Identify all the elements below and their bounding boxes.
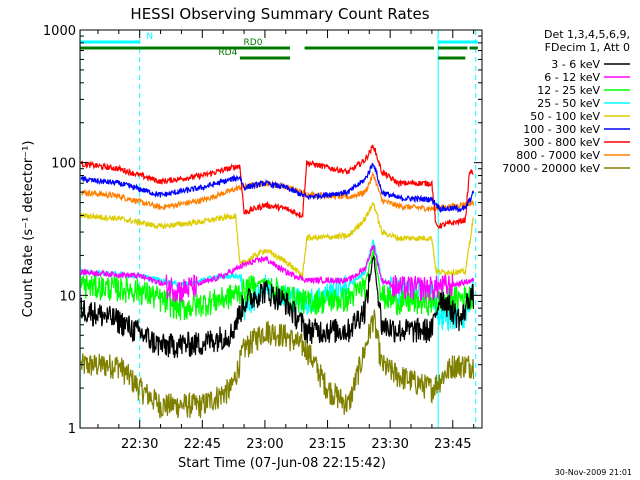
legend-item: 12 - 25 keV [537,84,630,97]
x-tick-label: 23:15 [309,437,346,452]
legend-label: 300 - 800 keV [523,136,600,149]
legend-item: 6 - 12 keV [544,71,630,84]
y-tick-label: 10 [59,289,76,304]
series-line [80,162,475,214]
series-line [80,144,474,230]
x-tick-label: 23:30 [371,437,408,452]
legend-label: 800 - 7000 keV [516,149,600,162]
x-tick-label: 23:00 [246,437,283,452]
series-lines [80,144,475,419]
flag-label-n: N [146,32,153,42]
chart-title: HESSI Observing Summary Count Rates [130,5,429,23]
legend-item: 50 - 100 keV [530,110,630,123]
legend-label: 25 - 50 keV [537,97,600,110]
x-tick-label: 22:30 [121,437,158,452]
legend-item: 25 - 50 keV [537,97,630,110]
legend-label: 12 - 25 keV [537,84,600,97]
series-line [80,249,475,321]
y-tick-label: 100 [51,157,76,172]
legend-label: 7000 - 20000 keV [502,162,600,175]
legend-label: 6 - 12 keV [544,71,600,84]
y-tick-label: 1000 [43,24,76,39]
legend-item: 800 - 7000 keV [516,149,630,162]
flag-label-rd0: RD0 [244,38,263,48]
flag-label-rd4: RD4 [218,48,237,58]
footer-date: 30-Nov-2009 21:01 [555,468,632,477]
legend: Det 1,3,4,5,6,9, FDecim 1, Att 0 3 - 6 k… [502,28,630,175]
x-axis-label: Start Time (07-Jun-08 22:15:42) [178,456,386,471]
y-axis-label: Count Rate (s⁻¹ detector⁻¹) [21,141,36,318]
legend-label: 100 - 300 keV [523,123,600,136]
flag-bars: N RD0 RD4 [80,32,478,60]
legend-header-2: FDecim 1, Att 0 [545,41,630,54]
plot-area [79,30,477,428]
plot-frame [79,29,483,429]
legend-item: 3 - 6 keV [551,58,630,71]
legend-header-1: Det 1,3,4,5,6,9, [544,28,630,41]
axes: 1 10 100 1000 22:30 22:45 23:00 23:15 23:30 23:45 [43,24,483,452]
legend-item: 7000 - 20000 keV [502,162,630,175]
x-tick-label: 23:45 [434,437,471,452]
series-line [80,244,475,303]
series-line [80,200,475,279]
legend-item: 100 - 300 keV [523,123,630,136]
y-tick-label: 1 [68,422,76,437]
legend-item: 300 - 800 keV [523,136,630,149]
legend-label: 3 - 6 keV [551,58,600,71]
legend-label: 50 - 100 keV [530,110,600,123]
series-line [80,309,475,419]
series-line [80,254,475,359]
x-tick-label: 22:45 [184,437,221,452]
